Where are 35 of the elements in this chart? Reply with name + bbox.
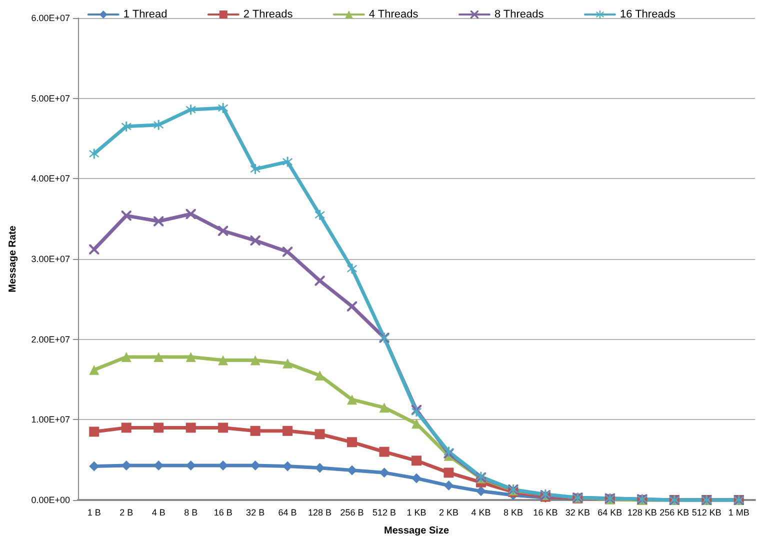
legend-label: 2 Threads (243, 8, 294, 20)
x-tick-label: 4 KB (471, 508, 491, 518)
legend-label: 4 Threads (368, 8, 419, 20)
x-tick-label: 8 KB (503, 508, 523, 518)
legend-label: 8 Threads (494, 8, 544, 20)
x-tick-label: 4 B (152, 508, 166, 518)
x-tick-label: 16 B (214, 508, 232, 518)
x-tick-label: 32 KB (565, 508, 590, 518)
legend-label: 1 Thread (123, 8, 168, 20)
y-tick-label: 6.00E+07 (31, 13, 70, 23)
x-tick-label: 16 KB (533, 508, 558, 518)
x-tick-label: 2 KB (438, 508, 458, 518)
x-tick-label: 1 MB (728, 508, 750, 518)
x-tick-label: 128 KB (627, 508, 657, 518)
x-axis-title: Message Size (384, 526, 450, 536)
y-tick-label: 0.00E+00 (31, 495, 70, 505)
x-tick-label: 256 B (340, 508, 364, 518)
x-tick-label: 256 KB (660, 508, 690, 518)
y-tick-label: 3.00E+07 (31, 254, 70, 264)
x-tick-label: 128 B (308, 508, 332, 518)
x-tick-label: 2 B (120, 508, 134, 518)
y-tick-label: 4.00E+07 (31, 174, 70, 184)
x-tick-label: 32 B (246, 508, 265, 518)
x-tick-label: 512 KB (692, 508, 722, 518)
x-tick-label: 64 KB (598, 508, 622, 518)
x-tick-label: 8 B (184, 508, 198, 518)
x-tick-label: 1 KB (406, 508, 426, 518)
x-tick-label: 1 B (87, 508, 101, 518)
y-tick-label: 5.00E+07 (31, 93, 70, 104)
y-tick-label: 1.00E+07 (31, 414, 70, 425)
x-tick-label: 64 B (278, 508, 297, 518)
y-tick-label: 2.00E+07 (31, 334, 70, 344)
y-axis-title: Message Rate (8, 225, 18, 292)
x-tick-label: 512 B (372, 508, 396, 518)
legend-label: 16 Threads (620, 8, 676, 20)
